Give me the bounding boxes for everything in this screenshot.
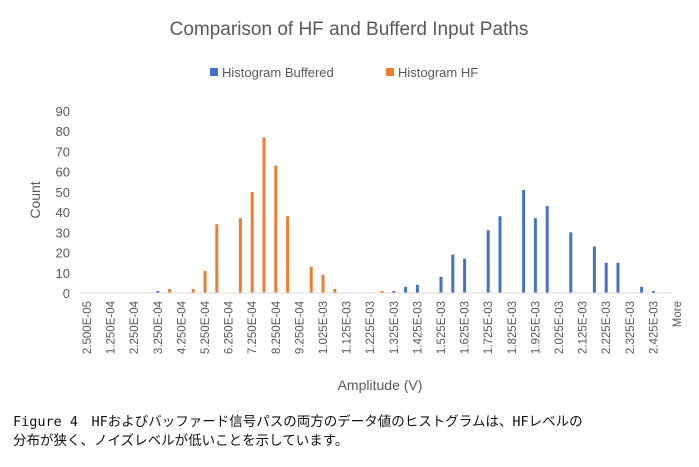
y-tick-label: 90 xyxy=(56,104,70,119)
y-tick-label: 50 xyxy=(56,185,70,200)
bar-hf xyxy=(321,274,325,293)
figure-caption: Figure 4 HFおよびバッファード信号パスの両方のデータ値のヒストグラムは… xyxy=(13,413,693,451)
y-tick-label: 0 xyxy=(63,286,70,301)
x-tick-label: 4.250E-04 xyxy=(176,300,188,354)
x-tick-label: 1.625E-03 xyxy=(460,301,472,354)
x-tick-label: 1.925E-03 xyxy=(530,301,542,354)
bar-buffered xyxy=(545,206,549,293)
caption-line-2: 分布が狭く、ノイズレベルが低いことを示しています。 xyxy=(13,433,349,449)
x-tick-label: 6.250E-04 xyxy=(224,300,236,354)
x-tick-label: 7.250E-04 xyxy=(247,300,259,354)
bar-hf xyxy=(203,270,207,293)
histogram-chart: Comparison of HF and Bufferd Input Paths… xyxy=(0,0,699,405)
bar-buffered xyxy=(651,291,655,293)
x-tick-label: 1.025E-03 xyxy=(318,301,330,354)
bar-hf xyxy=(262,137,266,293)
y-tick-label: 60 xyxy=(56,165,70,180)
bar-buffered xyxy=(640,286,644,293)
bar-buffered xyxy=(463,258,467,293)
bar-buffered xyxy=(486,230,490,293)
y-tick-label: 40 xyxy=(56,205,70,220)
bar-hf xyxy=(238,218,242,293)
bar-buffered xyxy=(439,276,443,293)
bar-buffered xyxy=(156,291,160,293)
x-tick-label: 3.250E-04 xyxy=(153,300,165,354)
x-tick-label: 1.225E-03 xyxy=(365,301,377,354)
bar-hf xyxy=(274,165,278,293)
bar-hf xyxy=(380,291,384,293)
x-tick-label: 5.250E-04 xyxy=(200,300,212,354)
x-tick-label: 1.250E-04 xyxy=(106,300,118,354)
bar-buffered xyxy=(522,189,526,293)
legend: Histogram Buffered Histogram HF xyxy=(210,65,478,80)
legend-swatch-buffered xyxy=(210,68,218,76)
x-tick-label: 2.225E-03 xyxy=(601,301,613,354)
x-tick-label: 2.425E-03 xyxy=(648,301,660,354)
x-tick-label: 1.425E-03 xyxy=(412,301,424,354)
x-tick-label: 1.325E-03 xyxy=(389,301,401,354)
bar-buffered xyxy=(415,284,419,293)
bar-hf xyxy=(191,289,195,293)
x-axis-tick-labels: 2.500E-05 1.250E-04 2.250E-04 3.250E-04 4.25… xyxy=(82,300,684,354)
bar-hf xyxy=(286,216,290,293)
y-tick-label: 80 xyxy=(56,124,70,139)
bar-buffered xyxy=(616,262,620,293)
bar-hf xyxy=(168,289,172,293)
bar-hf xyxy=(250,191,254,293)
x-tick-label: 2.500E-05 xyxy=(82,301,94,354)
bar-buffered xyxy=(498,216,502,293)
x-tick-label: 2.325E-03 xyxy=(625,301,637,354)
bar-buffered xyxy=(592,246,596,293)
bar-buffered xyxy=(404,286,408,293)
y-tick-label: 10 xyxy=(56,266,70,281)
bar-buffered xyxy=(392,291,396,293)
bar-buffered xyxy=(569,232,573,293)
x-tick-label: More xyxy=(672,301,684,327)
bars xyxy=(156,137,655,293)
x-tick-label: 1.525E-03 xyxy=(436,301,448,354)
y-tick-label: 20 xyxy=(56,246,70,261)
bar-hf xyxy=(215,224,219,293)
bar-hf xyxy=(309,266,313,293)
x-tick-label: 2.250E-04 xyxy=(129,300,141,354)
chart-title: Comparison of HF and Bufferd Input Paths xyxy=(170,19,529,40)
caption-line-1: Figure 4 HFおよびバッファード信号パスの両方のデータ値のヒストグラムは… xyxy=(13,414,583,430)
bar-buffered xyxy=(533,218,537,293)
x-axis-title: Amplitude (V) xyxy=(338,377,423,393)
legend-label-hf: Histogram HF xyxy=(398,65,478,80)
y-tick-label: 30 xyxy=(56,225,70,240)
bar-buffered xyxy=(451,254,455,293)
x-tick-label: 1.125E-03 xyxy=(342,301,354,354)
bar-buffered xyxy=(604,262,608,293)
chart-background xyxy=(0,0,699,405)
y-axis-title: Count xyxy=(27,181,43,218)
legend-swatch-hf xyxy=(386,68,394,76)
bar-hf xyxy=(333,289,337,293)
x-tick-label: 8.250E-04 xyxy=(271,300,283,354)
y-axis-tick-labels: 0 10 20 30 40 50 60 70 80 90 xyxy=(56,104,70,301)
x-tick-label: 2.125E-03 xyxy=(578,301,590,354)
legend-label-buffered: Histogram Buffered xyxy=(222,65,334,80)
x-tick-label: 1.825E-03 xyxy=(507,301,519,354)
y-tick-label: 70 xyxy=(56,144,70,159)
x-tick-label: 2.025E-03 xyxy=(554,301,566,354)
x-tick-label: 1.725E-03 xyxy=(483,301,495,354)
x-tick-label: 9.250E-04 xyxy=(294,300,306,354)
